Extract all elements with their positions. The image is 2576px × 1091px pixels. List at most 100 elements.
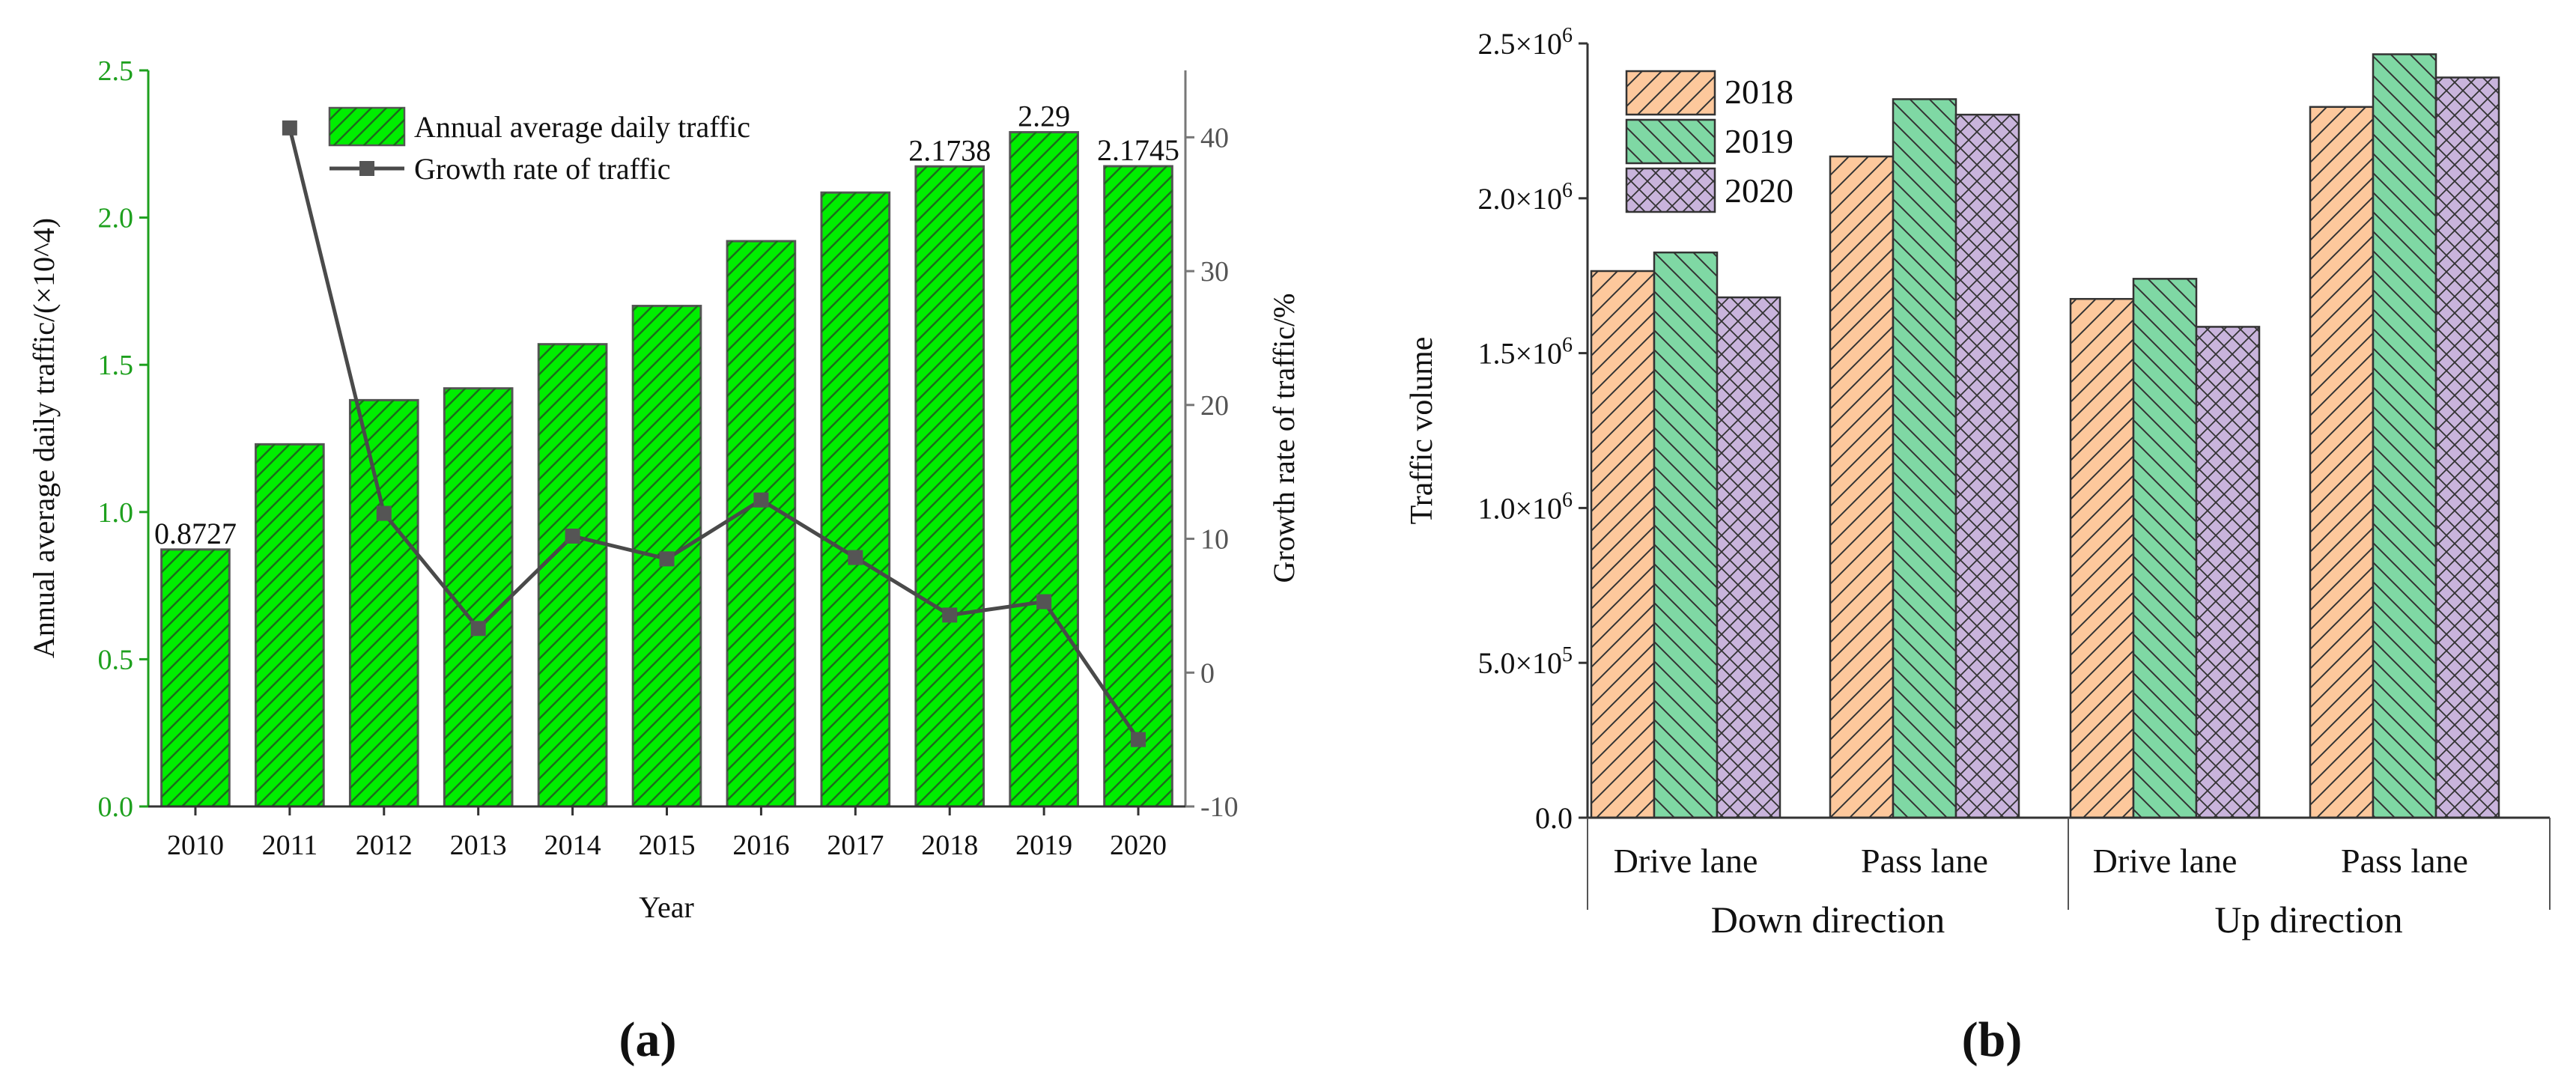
bar-data-label: 2.1738 <box>908 133 991 167</box>
x-tick-label: 2013 <box>450 830 507 861</box>
y-tick-label: 0.0 <box>98 791 134 823</box>
bar-hatch-2012 <box>350 400 419 806</box>
bar-hatch-2018-group-0 <box>1591 270 1654 818</box>
chart-b-y-ticks: 0.0 5.0×105 1.0×106 1.5×106 2.0×106 2.5×106 <box>1477 24 1588 835</box>
bar-hatch-2016 <box>727 241 795 806</box>
growth-rate-point-2018 <box>942 607 958 623</box>
growth-rate-line <box>288 127 1140 741</box>
x-tick-label: 2012 <box>356 830 413 861</box>
bar-hatch-2010 <box>161 549 230 806</box>
bar-data-label: 0.8727 <box>154 517 237 550</box>
chart-a-caption: (a) <box>619 1012 677 1067</box>
chart-a-y-label: Annual average daily traffic/(×10^4) <box>27 218 61 658</box>
chart-b: 0.0 5.0×105 1.0×106 1.5×106 2.0×106 2.5×106 D… <box>1405 24 2551 1067</box>
legend-label-2019: 2019 <box>1725 122 1793 160</box>
bar-hatch-2020-group-2 <box>2196 326 2259 818</box>
x-tick-label: 2019 <box>1015 830 1072 861</box>
y-tick-label: 1.0×106 <box>1477 488 1573 525</box>
y2-tick-label: 20 <box>1200 390 1229 422</box>
growth-rate-point-2017 <box>848 550 863 565</box>
bar-data-label: 2.29 <box>1018 100 1070 133</box>
growth-rate-point-2015 <box>659 551 675 567</box>
chart-b-x-categories: Drive lane Pass lane Drive lane Pass lane Do… <box>1587 818 2551 940</box>
bar-hatch-2018-group-1 <box>1830 156 1893 818</box>
bar-hatch-2014 <box>538 344 607 806</box>
y2-tick-label: 10 <box>1200 524 1229 556</box>
x-tick-label: 2020 <box>1110 830 1167 861</box>
y-tick-label: 1.5 <box>98 350 134 381</box>
x-category-label: Drive lane <box>2093 842 2238 880</box>
bar-hatch-2020-group-1 <box>1956 115 2019 818</box>
y-tick-label: 2.0×106 <box>1477 179 1573 216</box>
bar-hatch-2011 <box>255 444 324 806</box>
bar-hatch-2018 <box>915 166 984 806</box>
x-tick-label: 2010 <box>167 830 224 861</box>
growth-rate-point-2013 <box>470 621 486 636</box>
legend-swatch-2018-hatch <box>1626 71 1715 115</box>
x-category-label: Pass lane <box>1861 842 1988 880</box>
y-tick-label: 1.5×106 <box>1477 334 1573 371</box>
chart-a-y2-ticks: -10 0 10 20 30 40 <box>1185 122 1239 823</box>
x-tick-label: 2018 <box>921 830 978 861</box>
bar-hatch-2018-group-3 <box>2310 106 2373 818</box>
chart-a-y-ticks: 0.0 0.5 1.0 1.5 2.0 2.5 <box>98 55 148 823</box>
y-tick-label: 1.0 <box>98 497 134 529</box>
x-tick-label: 2011 <box>262 830 318 861</box>
chart-a-y2-label: Growth rate of traffic/% <box>1267 294 1301 583</box>
bar-hatch-2019-group-2 <box>2133 279 2196 818</box>
bar-hatch-2020-group-3 <box>2436 77 2499 818</box>
y-tick-label: 2.5 <box>98 55 134 87</box>
growth-rate-point-2019 <box>1036 594 1052 610</box>
y-tick-label: 0.0 <box>1535 801 1573 835</box>
legend-swatch-marker <box>359 161 374 176</box>
legend-swatch-2019-hatch <box>1626 120 1715 163</box>
chart-a-growth-line <box>282 120 1146 747</box>
y2-tick-label: -10 <box>1200 791 1239 823</box>
x-category-label: Pass lane <box>2341 842 2468 880</box>
growth-rate-point-2011 <box>282 120 297 136</box>
legend-swatch-bar-hatch <box>329 108 404 145</box>
y-tick-label: 2.0 <box>98 203 134 234</box>
chart-a-x-ticks: 2010 2011 2012 2013 2014 2015 2016 2017 2018 2019… <box>167 806 1167 861</box>
x-tick-label: 2017 <box>827 830 884 861</box>
bar-hatch-2019-group-1 <box>1893 99 1956 818</box>
legend-label-2020: 2020 <box>1725 171 1793 210</box>
x-direction-label: Down direction <box>1711 899 1945 940</box>
bar-hatch-2019 <box>1009 132 1078 806</box>
chart-a-legend: Annual average daily traffic Growth rate… <box>328 106 750 186</box>
bar-data-label: 2.1745 <box>1097 133 1179 167</box>
y-tick-label: 5.0×105 <box>1477 643 1573 680</box>
legend-label-line: Growth rate of traffic <box>414 152 670 186</box>
bar-hatch-2017 <box>821 192 890 807</box>
chart-a-x-label: Year <box>639 890 694 924</box>
chart-a-bars <box>160 131 1173 808</box>
y-tick-label: 0.5 <box>98 644 134 675</box>
chart-b-y-label: Traffic volume <box>1405 337 1439 525</box>
x-direction-label: Up direction <box>2214 899 2402 940</box>
growth-rate-point-2012 <box>376 505 392 521</box>
bar-hatch-2013 <box>444 388 513 806</box>
y2-tick-label: 30 <box>1200 256 1229 288</box>
bar-hatch-2019-group-3 <box>2373 54 2436 818</box>
x-category-label: Drive lane <box>1614 842 1758 880</box>
growth-rate-point-2020 <box>1131 732 1146 747</box>
chart-b-caption: (b) <box>1962 1012 2023 1067</box>
chart-a-bar-labels: 0.8727 2.1738 2.29 2.1745 <box>154 100 1179 550</box>
legend-label-2018: 2018 <box>1725 73 1793 111</box>
growth-rate-point-2016 <box>753 492 769 508</box>
chart-b-legend: 2018 2019 2020 <box>1625 70 1793 213</box>
y2-tick-label: 0 <box>1200 657 1215 689</box>
x-tick-label: 2016 <box>732 830 789 861</box>
y-tick-label: 2.5×106 <box>1477 24 1573 61</box>
bar-hatch-2020-group-0 <box>1717 297 1780 818</box>
growth-rate-point-2014 <box>565 528 580 544</box>
bar-hatch-2018-group-2 <box>2071 299 2133 818</box>
y2-tick-label: 40 <box>1200 122 1229 154</box>
x-tick-label: 2014 <box>544 830 601 861</box>
bar-hatch-2020 <box>1104 165 1173 807</box>
bar-hatch-2019-group-0 <box>1654 252 1717 818</box>
chart-b-bars <box>1590 53 2500 819</box>
x-tick-label: 2015 <box>639 830 696 861</box>
legend-label-bar: Annual average daily traffic <box>414 110 750 144</box>
